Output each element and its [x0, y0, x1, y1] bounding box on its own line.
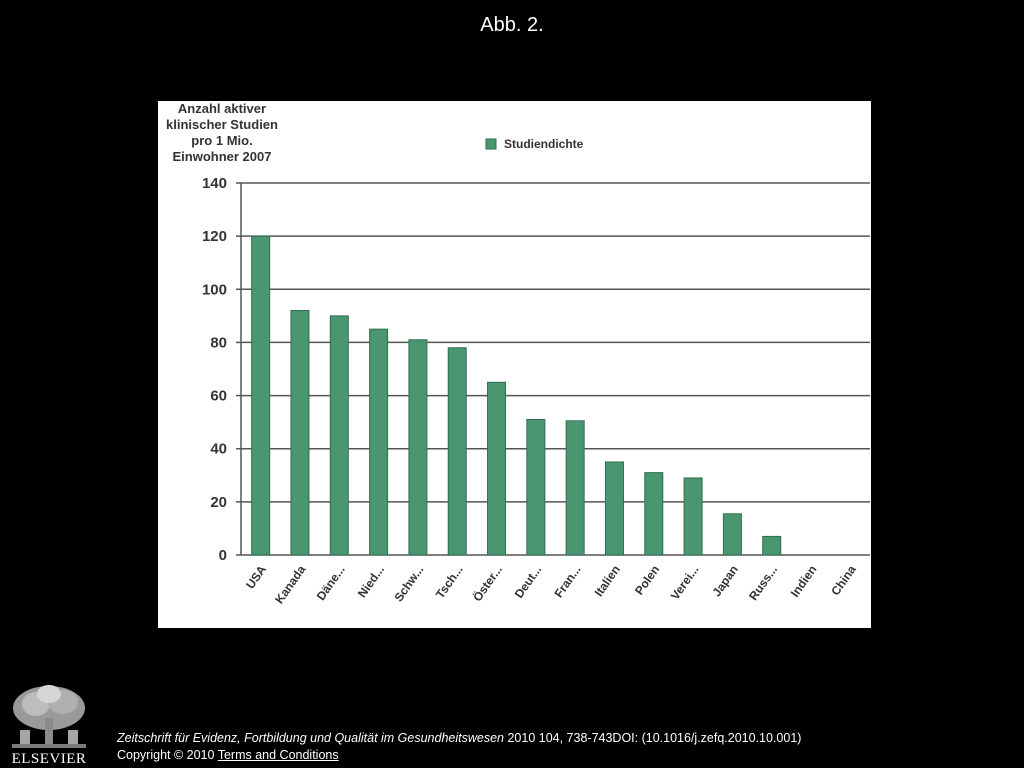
x-category-label: Nied...: [355, 563, 387, 601]
bar: [762, 535, 782, 556]
journal-citation: Zeitschrift für Evidenz, Fortbildung und…: [117, 731, 504, 745]
y-axis-title-line: Einwohner 2007: [173, 149, 272, 164]
bar: [683, 477, 703, 556]
x-category-label: Japan: [709, 563, 740, 599]
y-tick-label: 60: [210, 388, 227, 405]
y-tick-label: 40: [210, 441, 227, 458]
x-category-label: Schw...: [391, 563, 426, 605]
x-category-label: Kanada: [272, 562, 309, 606]
x-category-label: Öster...: [469, 562, 505, 604]
bars: [251, 235, 782, 556]
bar: [408, 339, 428, 556]
bar: [644, 472, 664, 556]
x-category-label: China: [828, 562, 859, 598]
y-tick-label: 140: [202, 175, 227, 192]
elsevier-logo: ELSEVIER: [12, 685, 87, 766]
bar: [251, 235, 271, 556]
x-category-label: Verei...: [668, 563, 702, 603]
x-category-label: USA: [243, 562, 269, 591]
bar: [722, 513, 742, 556]
x-category-label: Indien: [788, 563, 820, 600]
citation-details: 2010 104, 738-743DOI: (10.1016/j.zefq.20…: [504, 731, 802, 745]
y-axis-title-line: pro 1 Mio.: [191, 133, 252, 148]
legend-swatch: [485, 138, 497, 150]
y-tick-label: 0: [219, 547, 227, 564]
y-axis-ticks: 0 20 40 60 80 100 120 140: [202, 175, 241, 564]
legend-label: Studiendichte: [504, 137, 584, 151]
bar: [604, 461, 624, 556]
y-tick-label: 80: [210, 334, 227, 351]
elsevier-wordmark: ELSEVIER: [12, 751, 87, 766]
slide-title: Abb. 2.: [480, 14, 544, 36]
y-axis-title-line: klinischer Studien: [166, 117, 278, 132]
bar: [369, 328, 389, 556]
x-category-label: Fran...: [551, 563, 583, 601]
terms-and-conditions-link[interactable]: Terms and Conditions: [217, 748, 339, 762]
y-tick-label: 120: [202, 228, 227, 245]
footer: Zeitschrift für Evidenz, Fortbildung und…: [117, 730, 801, 764]
citation-line: Zeitschrift für Evidenz, Fortbildung und…: [117, 730, 801, 747]
y-axis-title-line: Anzahl aktiver: [178, 101, 266, 116]
x-category-label: Tsch...: [433, 563, 466, 601]
bar: [447, 347, 467, 556]
x-category-label: Italien: [592, 563, 623, 599]
bar: [565, 420, 585, 556]
x-category-label: Russ...: [746, 563, 780, 603]
chart-panel: Anzahl aktiver klinischer Studien pro 1 Mi…: [158, 101, 871, 628]
x-category-label: Deut...: [512, 563, 545, 601]
x-category-label: Polen: [632, 563, 662, 598]
bar: [526, 418, 546, 556]
bar: [329, 315, 349, 556]
y-tick-label: 20: [210, 494, 227, 511]
x-category-label: Däne...: [314, 563, 348, 603]
copyright-line: Copyright © 2010 Terms and Conditions: [117, 747, 801, 764]
bar: [290, 310, 310, 556]
copyright-text: Copyright © 2010: [117, 748, 218, 762]
y-tick-label: 100: [202, 281, 227, 298]
tree-icon: [12, 685, 86, 748]
x-axis-categories: USA Kanada Däne... Nied... Schw... Tsch... Öst…: [243, 562, 859, 606]
legend: Studiendichte: [485, 137, 584, 151]
bar: [487, 381, 507, 556]
